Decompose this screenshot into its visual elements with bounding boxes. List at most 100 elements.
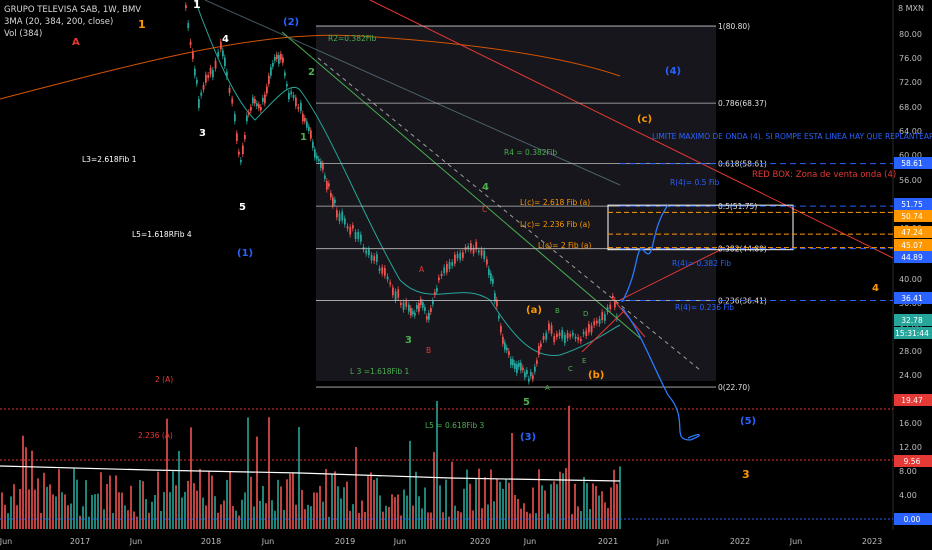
volume-bar: [592, 483, 594, 529]
volume-bar: [616, 484, 618, 529]
volume-bar: [487, 504, 489, 529]
candle-body: [451, 262, 454, 266]
candle-body: [454, 254, 456, 264]
volume-bar: [232, 505, 234, 529]
candle-body: [426, 316, 428, 320]
volume-bar: [22, 435, 24, 529]
candle-body: [422, 302, 424, 308]
annotations: 1 1 A (2) 4 R2=0.382Fib 2 3 1 5 L3=2.618Fib 1 L5=1.…: [72, 0, 932, 481]
volume-bar: [166, 418, 168, 529]
volume-bar: [544, 490, 546, 529]
candle-body: [392, 287, 394, 296]
volume-bar: [517, 498, 519, 529]
volume-bar: [199, 469, 201, 529]
candle-body: [266, 86, 268, 94]
volume-bar: [127, 510, 129, 529]
volume-bar: [397, 494, 399, 529]
candle-body: [472, 247, 475, 254]
annotation-label: 1: [300, 132, 307, 143]
volume-bar: [181, 497, 183, 529]
candle-body: [314, 149, 316, 158]
fib-level-label: 0.786(68.37): [718, 99, 767, 108]
candle-body: [506, 347, 508, 351]
volume-bar: [514, 494, 516, 529]
candle-body: [416, 305, 418, 310]
candle-body: [508, 351, 510, 356]
candle-body: [518, 362, 520, 367]
candle-body: [357, 231, 360, 240]
candle-body: [604, 314, 606, 321]
volume-bar: [379, 495, 381, 529]
volume-bar: [364, 511, 366, 529]
volume-bar: [373, 480, 375, 529]
candle-body: [276, 54, 278, 59]
annotation-label: 4: [482, 182, 489, 193]
volume-bar: [490, 469, 492, 529]
volume-bar: [115, 475, 117, 529]
volume-bar: [292, 472, 294, 529]
volume-bar: [493, 501, 495, 529]
candle-body: [561, 329, 564, 339]
annotation-label: (5): [740, 416, 756, 427]
channel-line-up: [619, 249, 721, 301]
candle-body: [187, 23, 190, 29]
annotation-label: A: [545, 384, 550, 392]
candle-body: [236, 133, 238, 142]
candle-body: [446, 263, 448, 273]
volume-bar: [598, 495, 600, 529]
volume-bar: [10, 496, 12, 529]
candle-body: [360, 234, 362, 242]
candle-body: [290, 91, 293, 95]
volume-bar: [172, 471, 174, 529]
price-label-text: 9.56: [904, 457, 921, 466]
candle-body: [214, 60, 217, 69]
volume-bar: [223, 500, 225, 529]
candle-body: [318, 159, 320, 162]
volume-bar: [298, 427, 300, 529]
volume-bar: [163, 492, 165, 529]
candle-body: [365, 250, 368, 254]
candle-body: [242, 145, 244, 155]
volume-bar: [301, 489, 303, 529]
volume-bar: [289, 473, 291, 529]
x-tick-label: Jun: [523, 537, 537, 546]
volume-bar: [355, 447, 357, 529]
price-candles: [185, 2, 618, 385]
candle-body: [300, 102, 302, 111]
candle-body: [386, 276, 389, 280]
volume-bar: [613, 469, 615, 529]
candle-body: [550, 325, 553, 334]
volume-bar: [244, 492, 246, 529]
annotation-label: R4 = 0.382Fib: [504, 148, 557, 157]
annotation-label: 3: [405, 335, 412, 346]
volume-bar: [64, 494, 66, 529]
candle-body: [569, 334, 572, 337]
volume-bar: [148, 512, 150, 529]
candle-body: [580, 339, 582, 342]
candle-body: [462, 252, 464, 258]
annotation-label: 2 (A): [155, 375, 173, 384]
candle-body: [542, 335, 545, 341]
volume-bar: [124, 505, 126, 529]
projected-path-down: [621, 307, 700, 441]
candle-body: [209, 67, 212, 75]
candle-body: [496, 299, 498, 307]
price-label-text: 45.07: [901, 241, 923, 250]
price-label-text: 36.41: [901, 294, 923, 303]
candle-body: [256, 103, 258, 107]
volume-bar: [13, 484, 15, 529]
x-tick-label: Jun: [393, 537, 407, 546]
candle-body: [297, 106, 300, 110]
candle-body: [246, 115, 248, 122]
volume-bar: [49, 484, 51, 529]
candle-body: [412, 311, 414, 315]
volume-bar: [106, 483, 108, 529]
price-label-text: 50.74: [901, 212, 923, 221]
price-label-box: [894, 292, 932, 304]
annotation-label: (4): [665, 66, 681, 77]
x-tick-label: 2021: [598, 537, 618, 546]
volume-bar: [436, 401, 438, 529]
volume-bar: [478, 468, 480, 529]
